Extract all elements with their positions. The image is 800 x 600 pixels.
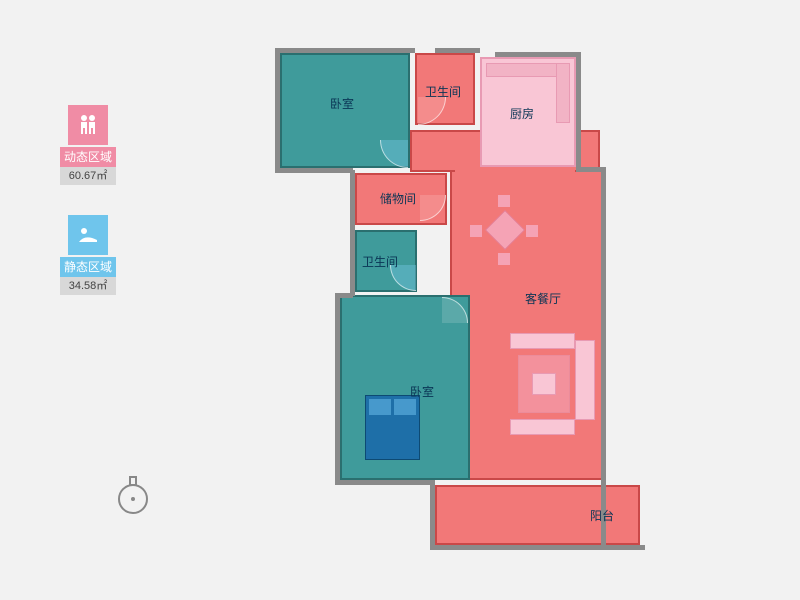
dining-chair	[498, 253, 510, 265]
legend-dynamic-label: 动态区域	[60, 147, 116, 167]
people-icon	[68, 105, 108, 145]
wall	[495, 52, 580, 57]
legend-dynamic-value: 60.67㎡	[60, 167, 116, 185]
sofa-bottom	[510, 419, 575, 435]
label-bath1: 卫生间	[425, 83, 461, 100]
label-storage: 储物间	[380, 190, 416, 207]
wall	[601, 167, 606, 550]
sofa-top	[510, 333, 575, 349]
dining-chair	[470, 225, 482, 237]
legend-static-label: 静态区域	[60, 257, 116, 277]
wall	[430, 545, 645, 550]
wall	[430, 483, 435, 548]
room-living-ext	[410, 130, 455, 172]
room-living-ext2	[575, 170, 603, 480]
kitchen-counter-side	[556, 63, 570, 123]
dining-chair	[498, 195, 510, 207]
legend-static: 静态区域 34.58㎡	[60, 215, 116, 295]
label-bedroom1: 卧室	[330, 95, 354, 112]
label-bath2: 卫生间	[362, 253, 398, 270]
wall	[275, 48, 415, 53]
legend: 动态区域 60.67㎡ 静态区域 34.58㎡	[60, 105, 116, 325]
wall	[576, 52, 581, 170]
coffee-table	[532, 373, 556, 395]
label-living: 客餐厅	[525, 290, 561, 307]
dining-chair	[526, 225, 538, 237]
legend-static-value: 34.58㎡	[60, 277, 116, 295]
compass-icon	[115, 475, 151, 522]
wall	[435, 48, 480, 53]
label-kitchen: 厨房	[510, 105, 534, 122]
wall	[275, 168, 353, 173]
sofa	[575, 340, 595, 420]
bed	[365, 395, 420, 460]
wall	[275, 48, 280, 171]
person-rest-icon	[68, 215, 108, 255]
wall	[350, 170, 355, 296]
wall	[335, 293, 340, 483]
floorplan: 卧室 卫生间 厨房 储物间 卫生间 客餐厅 卧室 阳台	[280, 35, 660, 565]
wall	[335, 480, 435, 485]
label-bedroom2: 卧室	[410, 383, 434, 400]
legend-dynamic: 动态区域 60.67㎡	[60, 105, 116, 185]
label-balcony: 阳台	[590, 507, 614, 524]
